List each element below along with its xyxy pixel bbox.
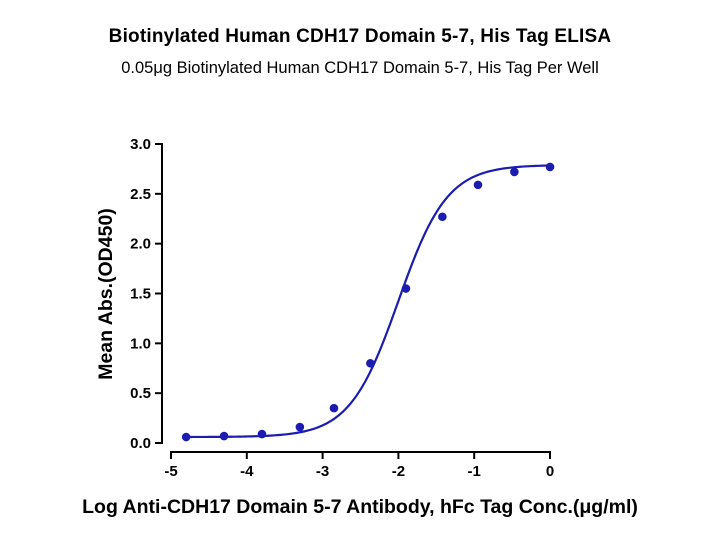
data-point bbox=[181, 432, 191, 442]
y-tick-label: 0.5 bbox=[130, 385, 151, 402]
x-tick-label: -5 bbox=[164, 463, 177, 480]
fit-curve bbox=[186, 164, 551, 439]
data-point bbox=[401, 284, 411, 293]
data-point bbox=[510, 167, 519, 177]
data-point bbox=[295, 422, 305, 432]
y-tick-label: 2.5 bbox=[130, 186, 151, 203]
x-tick-label: -2 bbox=[392, 463, 405, 480]
y-tick-label: 3.0 bbox=[130, 136, 151, 153]
chart-axes: 0.0 0.5 1.0 1.5 2.0 2.5 3.0 -5 -4 -3 -2 -1 0 bbox=[130, 136, 554, 480]
y-tick-label: 2.0 bbox=[130, 236, 151, 253]
chart-title: Biotinylated Human CDH17 Domain 5-7, His… bbox=[108, 26, 612, 47]
data-point bbox=[257, 429, 267, 439]
y-tick-label: 1.5 bbox=[130, 286, 151, 303]
x-tick-label: -4 bbox=[240, 463, 254, 480]
x-tick-label: -3 bbox=[316, 463, 329, 480]
data-point bbox=[545, 162, 555, 172]
data-point bbox=[473, 180, 483, 190]
data-point bbox=[438, 212, 447, 222]
x-tick-label: -1 bbox=[468, 463, 481, 480]
y-tick-label: 1.0 bbox=[130, 335, 151, 352]
y-tick-label: 0.0 bbox=[130, 435, 151, 452]
data-point bbox=[366, 358, 375, 368]
data-point bbox=[219, 431, 229, 441]
data-points-layer bbox=[181, 162, 555, 442]
fit-curve-layer bbox=[186, 164, 551, 439]
chart-subtitle: 0.05μg Biotinylated Human CDH17 Domain 5… bbox=[121, 59, 599, 77]
data-point bbox=[329, 403, 339, 413]
y-axis-title: Mean Abs.(OD450) bbox=[95, 208, 117, 380]
x-axis-title: Log Anti-CDH17 Domain 5-7 Antibody, hFc … bbox=[82, 496, 638, 518]
x-tick-label: 0 bbox=[546, 463, 554, 480]
